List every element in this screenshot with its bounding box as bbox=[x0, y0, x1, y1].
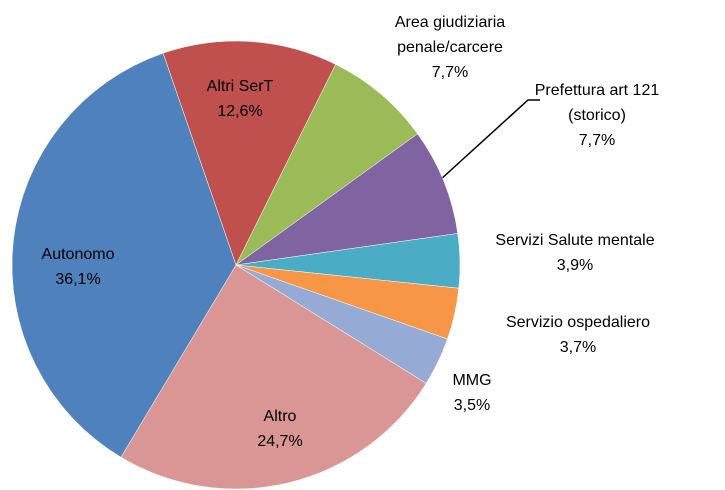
pie-slice bbox=[120, 264, 427, 490]
category-label: Servizio ospedaliero bbox=[505, 314, 651, 331]
category-label: Area giudiziaria penale/carcere bbox=[394, 14, 506, 56]
pie-slice bbox=[235, 133, 459, 266]
category-label: Prefettura art 121 (storico) bbox=[534, 82, 660, 124]
value-label: 36,1% bbox=[55, 271, 101, 288]
value-label: 12,6% bbox=[217, 103, 263, 120]
slice-label: Altri SerT 12,6% bbox=[180, 74, 300, 124]
pie-slice bbox=[235, 64, 418, 266]
slice-label: MMG 3,5% bbox=[432, 368, 512, 418]
pie-slice bbox=[162, 40, 336, 266]
slice-label: Autonomo 36,1% bbox=[18, 242, 138, 292]
slice-label: Altro 24,7% bbox=[220, 404, 340, 454]
value-label: 3,7% bbox=[559, 339, 597, 356]
leader-line bbox=[439, 99, 540, 181]
slice-label: Prefettura art 121 (storico) 7,7% bbox=[512, 78, 682, 153]
category-label: MMG bbox=[452, 372, 492, 389]
value-label: 7,7% bbox=[578, 132, 616, 149]
slice-label: Servizio ospedaliero 3,7% bbox=[458, 310, 698, 360]
category-label: Servizi Salute mentale bbox=[495, 232, 655, 249]
slice-label: Servizi Salute mentale 3,9% bbox=[455, 228, 695, 278]
category-label: Altri SerT bbox=[206, 78, 274, 95]
value-label: 7,7% bbox=[431, 64, 469, 81]
value-label: 3,9% bbox=[556, 257, 594, 274]
pie-slice bbox=[11, 52, 237, 458]
slice-label: Area giudiziaria penale/carcere 7,7% bbox=[375, 10, 525, 85]
category-label: Autonomo bbox=[41, 246, 115, 263]
value-label: 3,5% bbox=[453, 397, 491, 414]
value-label: 24,7% bbox=[257, 433, 303, 450]
category-label: Altro bbox=[263, 408, 297, 425]
